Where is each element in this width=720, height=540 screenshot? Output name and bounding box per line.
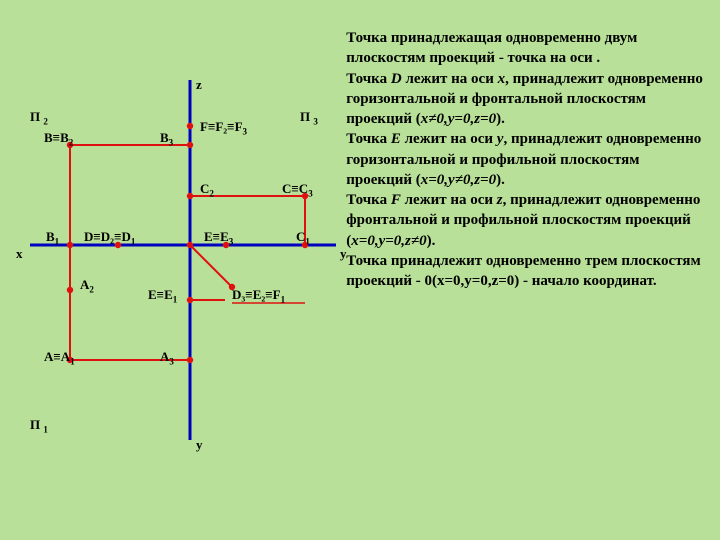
c2-label: C2 — [200, 182, 214, 199]
b-b2-label: B≡B2 — [44, 131, 73, 148]
e-e3-label: E≡E3 — [204, 230, 233, 247]
c1-label: C1 — [296, 230, 310, 247]
f-label: F≡F₂≡F3 — [200, 120, 247, 137]
d-label: D≡D₂≡D1 — [84, 230, 135, 247]
axis-z-label: z — [196, 78, 202, 91]
c-c3-label: C≡C3 — [282, 182, 313, 199]
axis-y-label: y — [340, 247, 347, 260]
a-a1-label: A≡A1 — [44, 350, 75, 367]
a2-label: A2 — [80, 278, 94, 295]
explanation-text: Точка принадлежащая одновременно двум пл… — [340, 0, 720, 540]
para1: Точка принадлежащая одновременно двум пл… — [346, 30, 637, 66]
diagram: zxyyП 2П 3П 1B≡B2B3F≡F₂≡F3C2C≡C3B1D≡D₂≡D… — [0, 0, 340, 540]
pi2-label: П 2 — [30, 110, 48, 127]
axis-x-label: x — [16, 247, 23, 260]
pi3-label: П 3 — [300, 110, 318, 127]
a3-label: A3 — [160, 350, 174, 367]
b3-label: B3 — [160, 131, 173, 148]
e-e1-label: E≡E1 — [148, 288, 177, 305]
pi1-label: П 1 — [30, 418, 48, 435]
d3e2f1-label: D₃≡E₂≡F1 — [232, 288, 285, 305]
axis-y-down-label: y — [196, 438, 203, 451]
b1-label: B1 — [46, 230, 59, 247]
